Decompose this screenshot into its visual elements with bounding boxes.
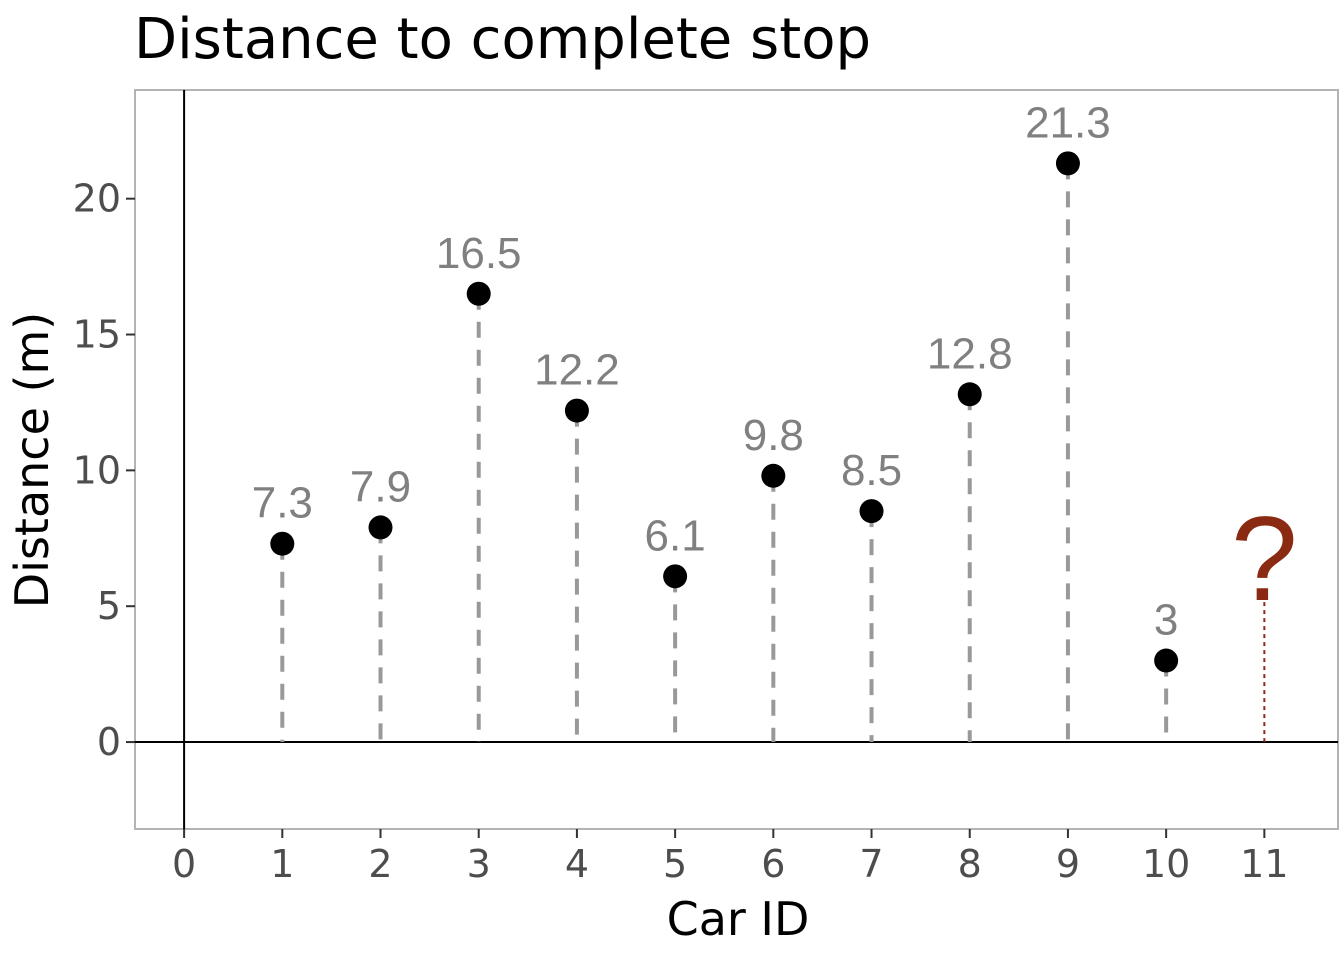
y-axis-ticks: 0 5 10 15 20 [73, 177, 135, 764]
data-label-car-2: 7.9 [350, 462, 411, 511]
unknown-point: ? [1231, 492, 1298, 743]
data-label-car-4: 12.2 [534, 346, 620, 395]
data-points [270, 151, 1179, 673]
x-tick-label: 8 [958, 842, 982, 886]
y-tick-label: 10 [73, 448, 121, 492]
point-car-8 [957, 382, 982, 407]
x-tick-label: 7 [859, 842, 883, 886]
stems [280, 163, 1169, 743]
data-label-car-8: 12.8 [927, 329, 1013, 378]
x-tick-label: 4 [565, 842, 589, 886]
point-car-9 [1055, 151, 1080, 176]
y-tick-label: 15 [73, 313, 121, 357]
point-car-10 [1154, 648, 1179, 673]
x-tick-label: 11 [1240, 842, 1288, 886]
x-tick-label: 5 [663, 842, 687, 886]
data-labels: 7.3 7.9 16.5 12.2 6.1 9.8 8.5 12.8 21.3 3 [252, 98, 1179, 644]
point-car-2 [368, 515, 393, 540]
x-tick-label: 1 [270, 842, 294, 886]
data-label-car-9: 21.3 [1025, 98, 1111, 147]
x-tick-label: 2 [368, 842, 392, 886]
point-car-1 [270, 531, 295, 556]
point-car-3 [466, 281, 491, 306]
data-label-car-3: 16.5 [436, 229, 522, 278]
data-label-car-6: 9.8 [743, 411, 804, 460]
point-car-5 [663, 564, 688, 589]
y-tick-label: 0 [97, 720, 121, 764]
x-tick-label: 6 [761, 842, 785, 886]
x-tick-label: 10 [1142, 842, 1190, 886]
y-axis-label: Distance (m) [5, 312, 59, 608]
data-label-car-10: 3 [1154, 596, 1178, 645]
x-axis-label: Car ID [667, 892, 810, 946]
chart-title: Distance to complete stop [134, 7, 871, 72]
x-axis-ticks: 0 1 2 3 4 5 6 7 8 9 10 11 [172, 829, 1289, 886]
x-tick-label: 9 [1056, 842, 1080, 886]
point-car-7 [859, 499, 884, 524]
data-label-car-5: 6.1 [645, 511, 706, 560]
x-tick-label: 3 [467, 842, 491, 886]
plot-panel [134, 89, 1339, 830]
data-label-car-7: 8.5 [841, 446, 902, 495]
point-car-6 [761, 463, 786, 488]
unknown-marker: ? [1231, 492, 1298, 626]
x-tick-label: 0 [172, 842, 196, 886]
y-tick-label: 5 [97, 584, 121, 628]
y-tick-label: 20 [73, 177, 121, 221]
reference-lines [135, 90, 1338, 829]
data-label-car-1: 7.3 [252, 479, 313, 528]
point-car-4 [564, 398, 589, 423]
